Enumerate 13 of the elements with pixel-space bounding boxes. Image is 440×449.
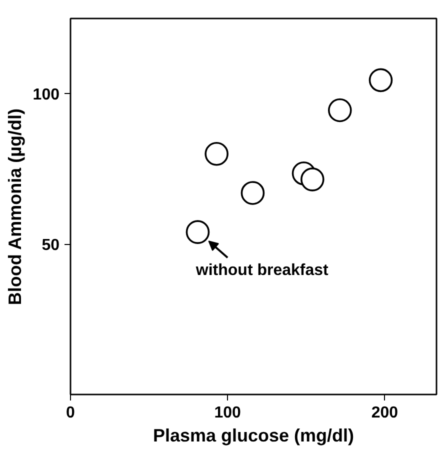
x-tick-label: 200 <box>371 404 398 422</box>
annotation: without breakfast <box>194 262 330 280</box>
point <box>240 181 265 205</box>
point <box>186 220 210 244</box>
x-tick-label: 0 <box>66 404 76 422</box>
point <box>204 142 228 166</box>
point <box>328 98 352 122</box>
point <box>300 168 324 192</box>
x-axis-title: Plasma glucose (mg/dl) <box>152 426 354 446</box>
x-tick-label: 100 <box>214 404 242 422</box>
y-axis-title: Blood Ammonia (µg/dl) <box>4 108 25 306</box>
point <box>368 68 393 92</box>
y-tick-label: 50 <box>42 237 60 254</box>
